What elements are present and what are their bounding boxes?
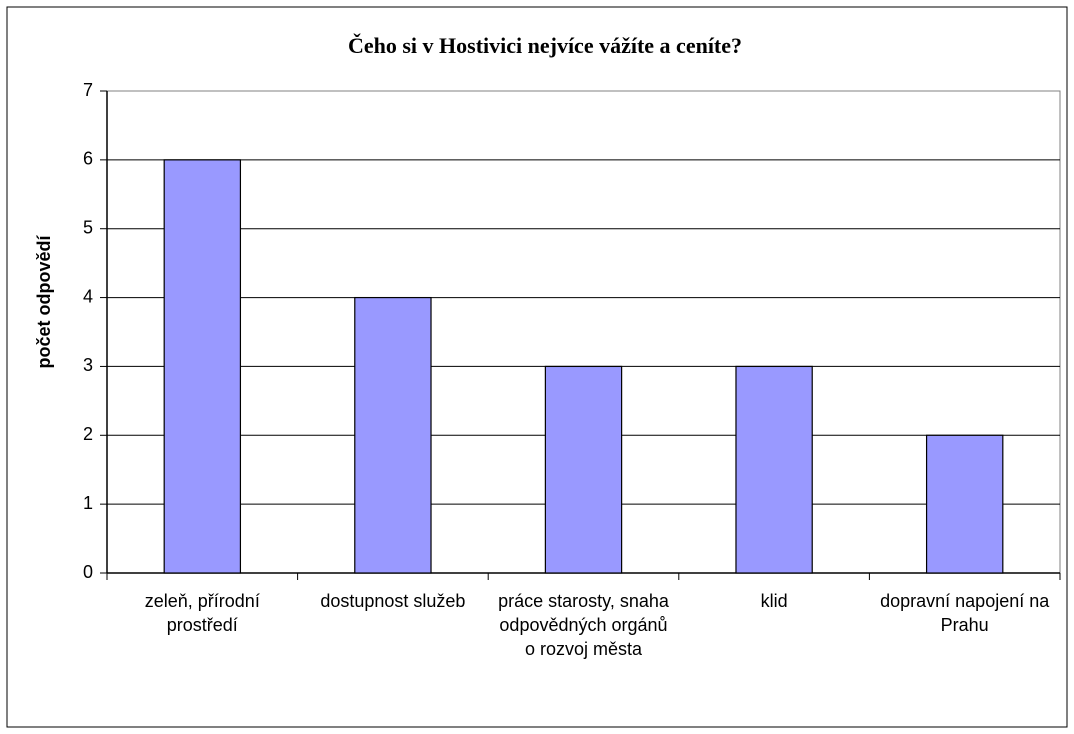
bar bbox=[735, 365, 813, 574]
y-tick-label: 5 bbox=[83, 217, 93, 237]
chart-title: Čeho si v Hostivici nejvíce vážíte a cen… bbox=[348, 33, 742, 58]
bar bbox=[354, 296, 432, 574]
bar bbox=[925, 434, 1004, 574]
x-tick-label: zeleň, přírodní prostředí bbox=[144, 591, 260, 635]
y-tick-label: 6 bbox=[83, 149, 93, 169]
y-tick-label: 0 bbox=[83, 562, 93, 582]
x-tick-label: dostupnost služeb bbox=[320, 591, 466, 611]
y-tick-label: 2 bbox=[83, 424, 93, 444]
bar bbox=[163, 159, 242, 574]
y-tick-label: 4 bbox=[83, 286, 93, 306]
bar bbox=[544, 365, 623, 574]
y-axis-label: počet odpovědí bbox=[34, 235, 54, 369]
x-tick-label: práce starosty, snaha odpovědných orgánů… bbox=[498, 591, 669, 659]
x-tick-label: dopravní napojení na Prahu bbox=[880, 591, 1050, 635]
y-tick-label: 7 bbox=[83, 80, 93, 100]
y-tick-label: 1 bbox=[83, 493, 93, 513]
y-tick-label: 3 bbox=[83, 355, 93, 375]
x-tick-label: klid bbox=[760, 591, 788, 611]
